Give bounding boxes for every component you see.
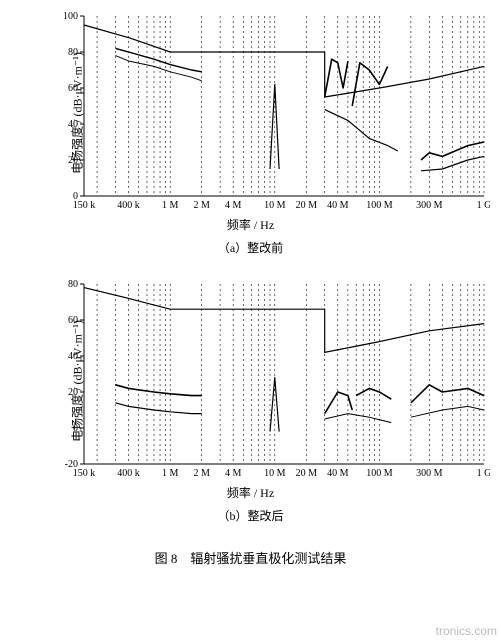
svg-text:100 M: 100 M (366, 468, 393, 479)
chart-b-ylabel: 电场强度 / (dB·μV·m⁻¹) (68, 320, 85, 442)
svg-text:20 M: 20 M (296, 468, 318, 479)
chart-a-wrap: 电场强度 / (dB·μV·m⁻¹) 020406080100150 k400 … (56, 12, 479, 214)
chart-a-xlabel: 频率 / Hz (12, 216, 489, 233)
svg-text:40 M: 40 M (327, 200, 349, 211)
chart-a-subcaption: （a）整改前 (12, 239, 489, 256)
svg-text:300 M: 300 M (416, 468, 443, 479)
chart-a-block: 电场强度 / (dB·μV·m⁻¹) 020406080100150 k400 … (12, 12, 489, 256)
svg-text:300 M: 300 M (416, 200, 443, 211)
svg-text:150 k: 150 k (73, 468, 96, 479)
svg-text:80: 80 (68, 280, 78, 290)
svg-text:2 M: 2 M (193, 200, 210, 211)
chart-b-subcaption: （b）整改后 (12, 507, 489, 524)
svg-text:1 M: 1 M (162, 468, 179, 479)
chart-a: 020406080100150 k400 k1 M2 M4 M10 M20 M4… (56, 12, 490, 214)
chart-b-xlabel: 频率 / Hz (12, 484, 489, 501)
svg-text:10 M: 10 M (264, 468, 286, 479)
chart-b-block: 电场强度 / (dB·μV·m⁻¹) -20020406080150 k400 … (12, 280, 489, 524)
svg-text:2 M: 2 M (193, 468, 210, 479)
svg-text:4 M: 4 M (225, 468, 242, 479)
chart-a-ylabel: 电场强度 / (dB·μV·m⁻¹) (68, 52, 85, 174)
chart-b: -20020406080150 k400 k1 M2 M4 M10 M20 M4… (56, 280, 490, 482)
svg-text:1 M: 1 M (162, 200, 179, 211)
svg-text:150 k: 150 k (73, 200, 96, 211)
svg-text:400 k: 400 k (117, 468, 140, 479)
svg-text:100 M: 100 M (366, 200, 393, 211)
svg-text:10 M: 10 M (264, 200, 286, 211)
figure-caption: 图 8 辐射骚扰垂直极化测试结果 (12, 548, 489, 567)
svg-text:4 M: 4 M (225, 200, 242, 211)
svg-text:1 G: 1 G (477, 468, 490, 479)
svg-text:40 M: 40 M (327, 468, 349, 479)
svg-text:400 k: 400 k (117, 200, 140, 211)
chart-b-wrap: 电场强度 / (dB·μV·m⁻¹) -20020406080150 k400 … (56, 280, 479, 482)
svg-text:1 G: 1 G (477, 200, 490, 211)
watermark: tronics.com (436, 624, 497, 638)
svg-text:100: 100 (63, 12, 78, 22)
svg-text:20 M: 20 M (296, 200, 318, 211)
